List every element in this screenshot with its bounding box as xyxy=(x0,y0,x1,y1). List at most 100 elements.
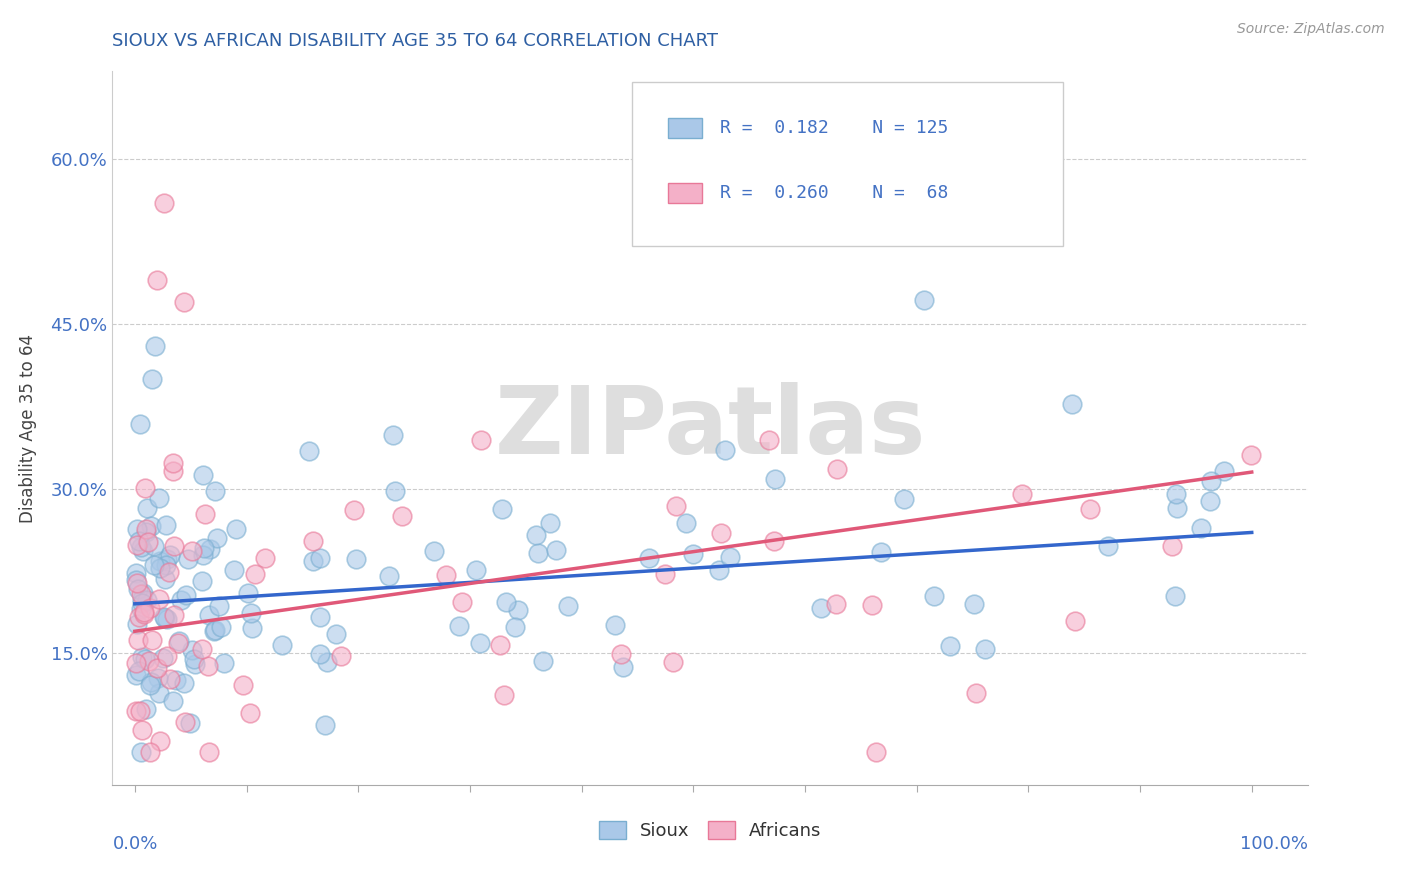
Point xyxy=(153,611,176,625)
Point xyxy=(860,599,883,613)
Point xyxy=(125,566,148,580)
Point xyxy=(254,550,277,565)
Point xyxy=(173,675,195,690)
Point xyxy=(191,574,214,589)
Point xyxy=(135,524,157,539)
Point xyxy=(194,507,217,521)
Point xyxy=(127,576,149,591)
Point xyxy=(143,339,166,353)
Point xyxy=(965,685,987,699)
Point xyxy=(309,647,332,661)
Point xyxy=(132,544,155,558)
Point xyxy=(125,538,148,552)
Point xyxy=(173,294,195,309)
Point xyxy=(665,499,688,513)
Point xyxy=(135,702,157,716)
Point xyxy=(152,651,174,665)
Point xyxy=(344,552,367,566)
Text: SIOUX VS AFRICAN DISABILITY AGE 35 TO 64 CORRELATION CHART: SIOUX VS AFRICAN DISABILITY AGE 35 TO 64… xyxy=(112,32,718,50)
Point xyxy=(155,558,177,572)
Point xyxy=(167,636,190,650)
Point xyxy=(451,595,474,609)
Point xyxy=(129,704,152,718)
Point xyxy=(298,444,321,458)
Point xyxy=(148,491,170,505)
Bar xyxy=(668,183,702,202)
Point xyxy=(138,534,160,549)
Point xyxy=(167,633,190,648)
Point xyxy=(141,632,163,647)
Point xyxy=(1240,448,1263,462)
Point xyxy=(488,638,510,652)
Point xyxy=(141,519,163,533)
Point xyxy=(495,595,517,609)
Point xyxy=(202,624,225,638)
Point xyxy=(170,593,193,607)
Point xyxy=(531,654,554,668)
Text: R =  0.260    N =  68: R = 0.260 N = 68 xyxy=(720,184,948,202)
Point xyxy=(159,672,181,686)
Point xyxy=(1166,501,1188,516)
Point xyxy=(136,501,159,516)
Point xyxy=(176,588,198,602)
Point xyxy=(125,573,148,587)
Point xyxy=(240,621,263,635)
Point xyxy=(134,481,156,495)
Point xyxy=(191,641,214,656)
Point xyxy=(125,704,148,718)
Point xyxy=(163,539,186,553)
Point xyxy=(174,714,197,729)
Point xyxy=(128,533,150,548)
Point xyxy=(125,656,148,670)
Point xyxy=(211,620,233,634)
Point xyxy=(159,548,181,562)
Point xyxy=(225,522,247,536)
Point xyxy=(191,467,214,482)
Point xyxy=(139,745,162,759)
Point xyxy=(637,550,659,565)
Point xyxy=(131,592,153,607)
Point xyxy=(124,667,146,681)
Point xyxy=(152,196,174,211)
Point xyxy=(544,543,567,558)
Point xyxy=(506,603,529,617)
Point xyxy=(434,568,457,582)
Point xyxy=(612,660,634,674)
Point xyxy=(893,491,915,506)
Point xyxy=(654,567,676,582)
Text: 100.0%: 100.0% xyxy=(1240,835,1308,853)
Point xyxy=(1011,487,1033,501)
Point xyxy=(869,544,891,558)
Point xyxy=(212,656,235,670)
Point xyxy=(141,372,163,386)
Point xyxy=(156,648,179,663)
Point xyxy=(128,664,150,678)
Point xyxy=(232,677,254,691)
Point xyxy=(183,657,205,672)
Point xyxy=(682,547,704,561)
Point xyxy=(155,518,177,533)
Point xyxy=(198,607,221,622)
Text: ZIPatlas: ZIPatlas xyxy=(495,382,925,475)
Point xyxy=(181,544,204,558)
Point xyxy=(974,642,997,657)
Point xyxy=(163,608,186,623)
Point xyxy=(138,654,160,668)
Point xyxy=(155,551,177,566)
Point xyxy=(239,706,262,721)
Point xyxy=(1161,539,1184,553)
Point xyxy=(204,484,226,499)
Point xyxy=(302,533,325,548)
Point xyxy=(177,551,200,566)
Point xyxy=(134,605,156,619)
Point xyxy=(148,686,170,700)
Point xyxy=(128,417,150,432)
Point xyxy=(179,716,201,731)
Point xyxy=(132,586,155,600)
Point xyxy=(183,651,205,665)
Point xyxy=(301,554,323,568)
Point xyxy=(162,464,184,478)
Point xyxy=(127,582,149,597)
Point xyxy=(125,522,148,536)
Point xyxy=(492,688,515,702)
